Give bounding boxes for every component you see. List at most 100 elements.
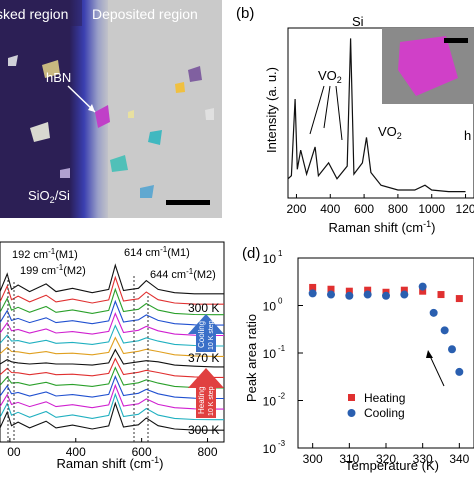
cooling-point <box>327 290 335 299</box>
legend-cooling-marker <box>347 409 356 417</box>
spectrum-line <box>0 299 224 326</box>
hbn-pointer-head <box>88 104 95 112</box>
legend-heating-label: Heating <box>364 391 405 405</box>
cooling-point <box>455 367 464 376</box>
spectrum-line <box>0 357 224 378</box>
xtick-label: 320 <box>376 452 396 466</box>
spectrum-line <box>0 263 224 295</box>
temp-top-label: 300 K <box>188 301 219 315</box>
ytick-exponent: -3 <box>278 439 286 448</box>
xtick-label: 400 <box>320 202 340 216</box>
cooling-point <box>345 291 354 300</box>
panel-c-xticks: 00 400 600 800 <box>7 438 218 459</box>
flake <box>188 66 202 82</box>
spectrum-line <box>0 312 224 337</box>
spectrum-line <box>0 348 224 368</box>
ytick-exponent: -2 <box>278 392 286 401</box>
heating-point <box>455 295 463 303</box>
panel-d-xlabel: Temperature (K) <box>345 458 439 473</box>
cooling-point <box>400 290 409 299</box>
spectrum-line <box>0 287 224 316</box>
hbn-label: hBN <box>46 70 71 85</box>
xtick-label: 800 <box>198 445 218 459</box>
legend-cooling-label: Cooling <box>364 406 405 420</box>
cooling-point <box>448 345 456 354</box>
vo2-arrow-3 <box>335 85 343 141</box>
panel-d-points <box>308 282 464 376</box>
xtick-label: 200 <box>286 202 306 216</box>
flake <box>8 55 18 66</box>
vo2-arrow-1 <box>309 85 325 135</box>
scale-bar <box>166 200 210 205</box>
flake <box>148 130 162 145</box>
heating-point <box>437 291 445 299</box>
hbn-flake <box>95 105 110 128</box>
xtick-label: 00 <box>7 445 21 459</box>
temp-mid-label: 370 K <box>188 351 219 365</box>
spectrum-line <box>0 366 224 389</box>
panel-c-axes <box>0 241 225 443</box>
heating-point <box>327 285 335 293</box>
xtick-label: 300 <box>303 452 323 466</box>
panel-c-xlabel: Raman shift (cm-1) <box>57 455 164 471</box>
spectrum-line <box>0 383 224 410</box>
heating-point <box>400 286 408 294</box>
xtick-label: 400 <box>66 445 86 459</box>
trend-arrow <box>429 355 445 387</box>
vo2-label-2: VO2 <box>378 124 402 141</box>
flake <box>30 122 50 142</box>
spectrum-line <box>0 336 224 357</box>
deposited-region-label: Deposited region <box>92 6 198 22</box>
flake <box>205 108 214 120</box>
xtick-label: 800 <box>388 202 408 216</box>
peak-199-label: 199 cm-1(M2) <box>20 263 86 277</box>
ytick-exponent: -1 <box>278 344 286 353</box>
ytick-label: 10 <box>263 300 277 314</box>
heating-arrow <box>188 368 224 418</box>
cooling-step: 10 K step <box>208 320 215 350</box>
panel-b-xticks: 200 400 600 800 1000 120 <box>286 194 474 216</box>
temp-bottom-label: 300 K <box>188 423 219 437</box>
panel-d-xticks: 300 310 320 330 340 <box>303 443 470 466</box>
si-label: Si <box>352 14 364 29</box>
cooling-point <box>308 289 317 298</box>
cooling-point <box>429 308 438 317</box>
xtick-label: 120 <box>456 202 474 216</box>
flake <box>60 168 70 178</box>
panel-d-peak-area: (d) Peak area ratio 10 1 10 0 10 -1 10 -2 10 -3 3… <box>232 236 474 474</box>
spectrum-line <box>0 401 224 431</box>
spectrum-line <box>0 275 224 305</box>
xtick-label: 330 <box>413 452 433 466</box>
cooling-point <box>418 282 427 291</box>
xtick-label: 340 <box>449 452 469 466</box>
heating-point <box>419 287 427 295</box>
masked-region-label: sked region <box>0 6 68 22</box>
ytick-label: 10 <box>263 395 277 409</box>
heating-point <box>364 286 372 294</box>
raman-spectrum-line <box>287 38 466 193</box>
flakes <box>8 55 214 198</box>
panel-b-ylabel: Intensity (a. u.) <box>264 67 279 153</box>
peak-614-label: 614 cm-1(M1) <box>124 245 190 259</box>
ytick-label: 10 <box>263 442 277 456</box>
panel-a-micrograph: sked region Deposited region hBN SiO2/Si <box>0 0 222 218</box>
spectrum-line <box>0 375 224 400</box>
peak-644-label: 644 cm-1(M2) <box>150 267 216 281</box>
vo2-label-1: VO2 <box>318 68 342 85</box>
cooling-point <box>382 291 390 300</box>
inset-partial-label: h <box>464 128 471 143</box>
spectrum-line <box>0 392 224 421</box>
cooling-arrow <box>188 314 224 352</box>
flake <box>42 60 60 78</box>
panel-b-inset <box>382 28 474 104</box>
heating-point <box>345 287 353 295</box>
xtick-label: 1000 <box>418 202 445 216</box>
raman-spectrum-chart: (b) Intensity (a. u.) 200 400 600 800 1000 12… <box>236 5 474 235</box>
xtick-label: 600 <box>132 445 152 459</box>
flake <box>128 110 134 118</box>
vo2-arrow-2 <box>323 85 331 129</box>
panel-b-letter: (b) <box>236 5 254 22</box>
heating-step: 10 K step <box>208 386 215 416</box>
